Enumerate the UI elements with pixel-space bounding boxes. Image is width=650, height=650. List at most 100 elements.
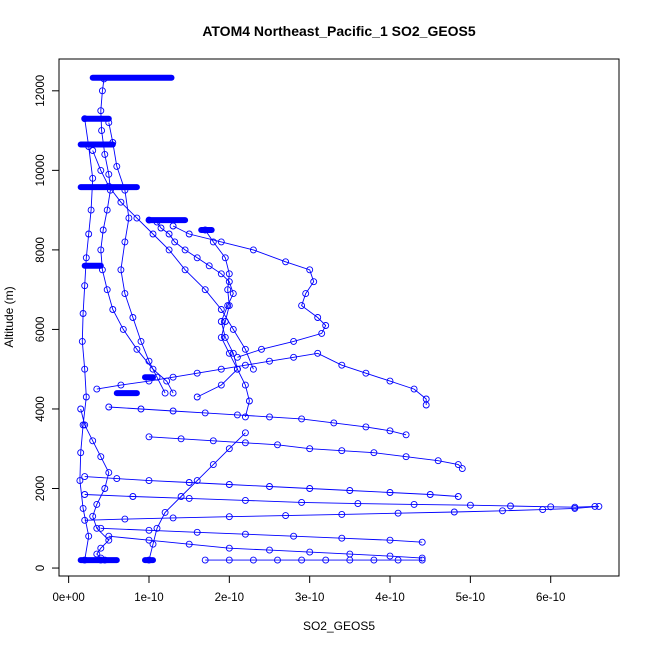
series-7 <box>89 147 257 373</box>
y-axis-label: Altitude (m) <box>2 286 16 347</box>
series-line <box>96 352 427 405</box>
data-point <box>97 453 105 461</box>
data-point <box>81 282 89 290</box>
data-point <box>89 174 97 182</box>
series-13 <box>81 502 603 524</box>
data-point <box>402 431 410 439</box>
data-point <box>217 270 225 278</box>
data-point <box>101 150 109 158</box>
data-point <box>224 286 232 294</box>
data-point <box>79 310 87 317</box>
data-point <box>121 290 129 298</box>
data-point <box>185 230 193 238</box>
data-point <box>201 409 209 417</box>
series-10 <box>145 433 466 473</box>
series-line <box>79 118 94 561</box>
data-point <box>113 162 121 170</box>
data-point <box>77 405 85 413</box>
data-point <box>217 318 225 325</box>
series-line <box>100 527 423 543</box>
data-point <box>137 337 145 345</box>
data-point <box>81 365 89 373</box>
data-point <box>79 504 87 512</box>
data-point <box>105 469 113 477</box>
y-tick-label: 12000 <box>35 75 47 107</box>
data-point <box>571 504 579 512</box>
data-point <box>217 333 225 341</box>
series-11 <box>81 473 462 500</box>
data-point <box>89 437 97 445</box>
data-point <box>410 500 418 508</box>
data-point <box>87 206 95 214</box>
series-line <box>92 150 254 370</box>
series-line <box>80 408 110 561</box>
data-point <box>109 306 117 313</box>
data-point <box>298 415 306 423</box>
data-point <box>193 254 201 262</box>
data-point <box>229 290 237 298</box>
x-tick-label: 4e-10 <box>375 592 404 604</box>
data-point <box>89 512 97 520</box>
data-point <box>145 526 153 534</box>
data-point <box>322 556 330 564</box>
data-point <box>330 419 338 427</box>
series-2 <box>145 216 241 401</box>
data-point <box>386 536 394 544</box>
x-tick-label: 6e-10 <box>536 592 565 604</box>
data-point <box>225 481 233 488</box>
series-15 <box>105 532 426 562</box>
data-point <box>346 556 354 564</box>
data-point <box>101 485 109 492</box>
data-point <box>169 389 177 397</box>
x-tick-label: 3e-10 <box>295 592 324 604</box>
data-point <box>117 198 125 206</box>
data-point <box>181 246 189 254</box>
data-point <box>181 266 189 274</box>
data-point <box>394 556 402 564</box>
series-18 <box>145 429 249 564</box>
data-point <box>454 461 462 469</box>
data-point <box>266 413 273 421</box>
data-point <box>117 266 125 274</box>
data-point <box>133 345 141 353</box>
data-point <box>185 479 193 486</box>
data-point <box>225 302 233 310</box>
data-point <box>169 373 177 381</box>
data-point <box>81 421 89 429</box>
data-point <box>298 302 306 310</box>
data-point <box>306 485 314 492</box>
y-tick-label: 10000 <box>35 154 47 186</box>
data-point <box>217 365 225 373</box>
data-point <box>282 512 290 520</box>
data-point <box>177 493 185 500</box>
data-point <box>129 493 137 500</box>
series-6 <box>76 115 97 564</box>
data-point <box>221 254 229 262</box>
data-point <box>241 496 249 504</box>
data-point <box>426 491 434 498</box>
data-point <box>149 365 157 373</box>
data-point <box>217 306 225 313</box>
x-tick-label: 2e-10 <box>215 592 244 604</box>
data-point <box>193 528 201 536</box>
data-point <box>241 361 249 369</box>
y-tick-label: 6000 <box>35 317 47 343</box>
data-point <box>229 325 237 333</box>
x-tick-label: 0e+00 <box>52 592 84 604</box>
data-point <box>241 439 249 447</box>
data-point <box>82 393 90 401</box>
data-point <box>97 246 105 254</box>
series-line <box>148 432 246 561</box>
data-point <box>258 345 265 353</box>
data-point <box>193 477 201 485</box>
data-point <box>249 556 257 564</box>
data-point <box>97 524 105 532</box>
data-point <box>145 433 153 441</box>
data-point <box>241 429 249 437</box>
data-point <box>93 500 101 508</box>
data-point <box>386 377 394 385</box>
data-point <box>314 349 322 357</box>
data-point <box>274 556 281 564</box>
data-point <box>290 532 298 540</box>
data-point <box>338 447 346 455</box>
